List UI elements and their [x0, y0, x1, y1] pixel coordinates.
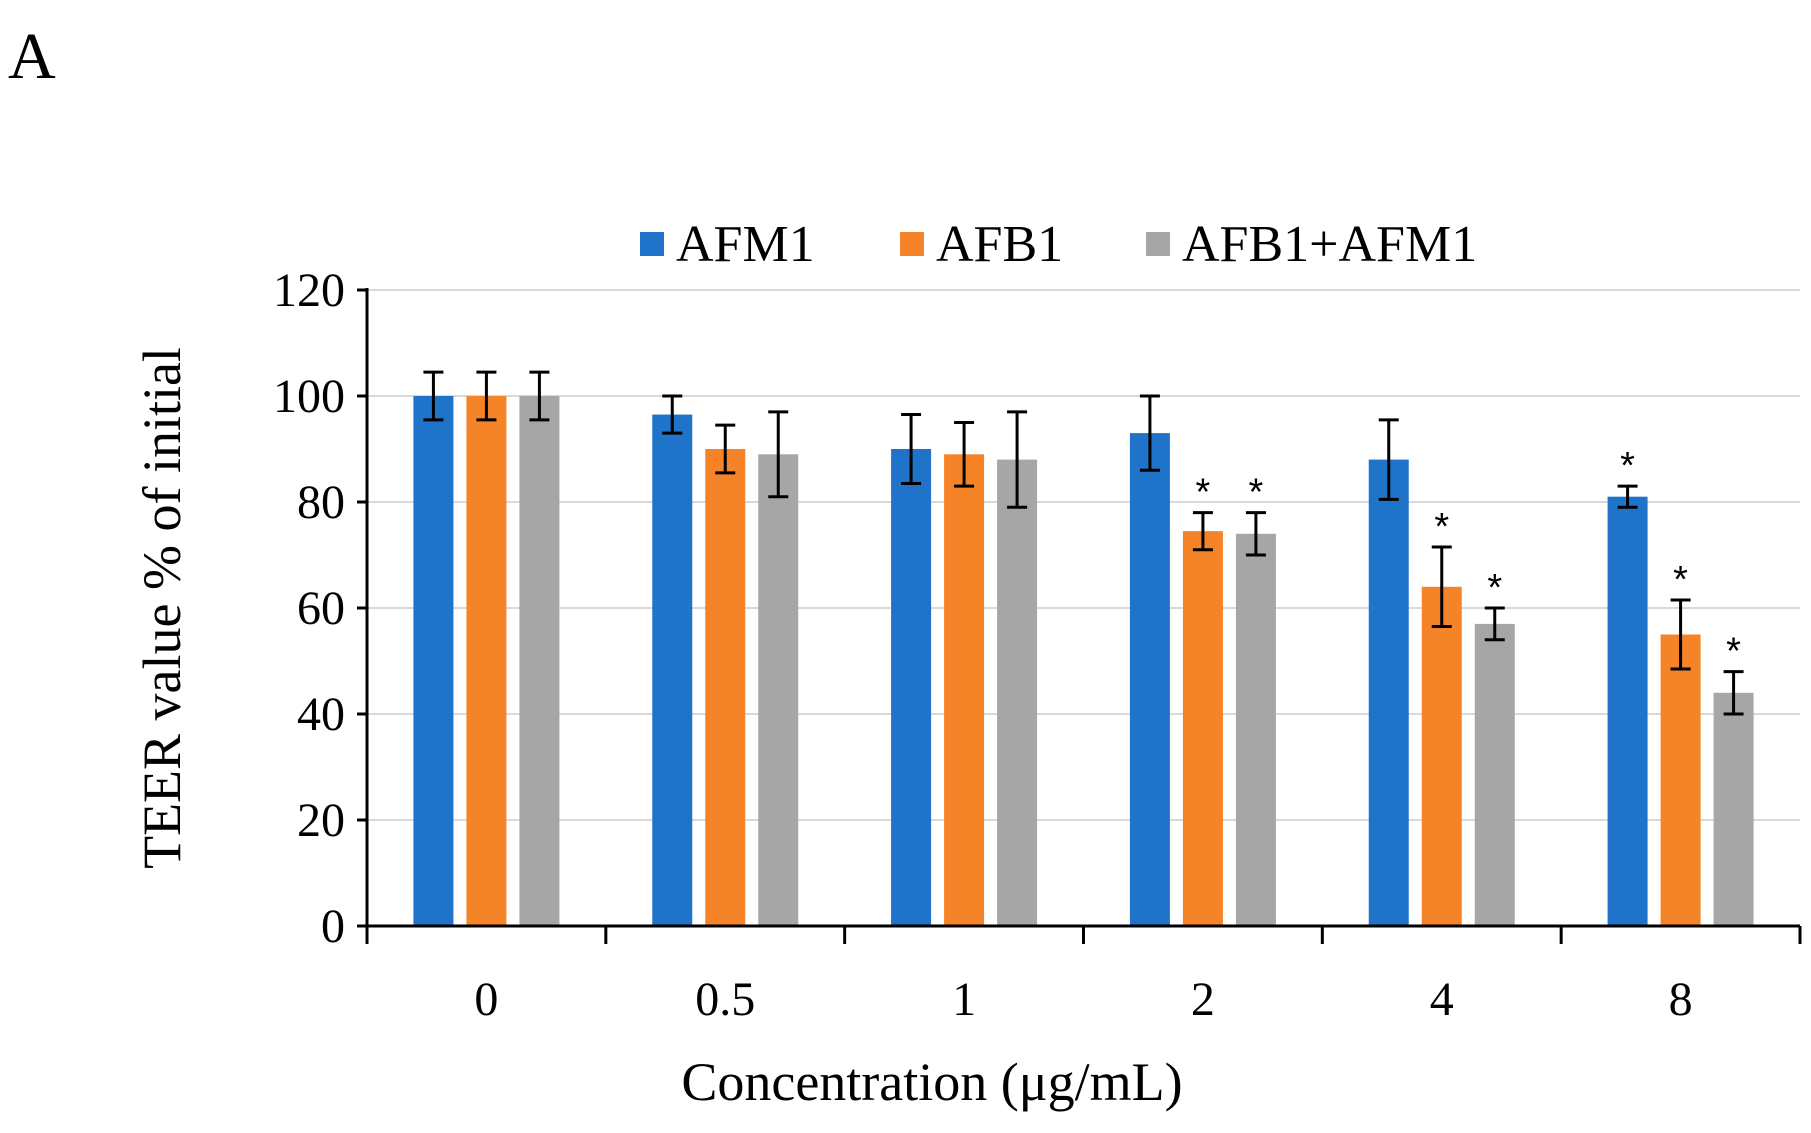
error-bars-layer — [423, 370, 1744, 716]
y-tick-label: 0 — [321, 900, 345, 953]
bar-afb1-afm1 — [997, 459, 1038, 926]
y-tick-label: 120 — [273, 264, 345, 317]
x-tick-label: 4 — [1430, 973, 1454, 1026]
significance-star: * — [1726, 631, 1741, 673]
bar-afm1 — [1368, 459, 1409, 926]
bar-afm1 — [891, 449, 932, 926]
bar-afb1 — [1660, 634, 1701, 926]
bar-afm1 — [1607, 496, 1648, 926]
significance-star: * — [1487, 567, 1502, 609]
legend-swatch — [900, 232, 924, 256]
bar-afb1 — [944, 454, 985, 926]
y-tick-label: 20 — [297, 794, 345, 847]
x-axis-title: Concentration (μg/mL) — [681, 1052, 1182, 1112]
bar-afb1 — [466, 396, 507, 926]
significance-markers: * * * * * * * — [1196, 445, 1742, 672]
panel-label: A — [8, 20, 56, 93]
bar-afb1-afm1 — [519, 396, 560, 926]
bar-afb1-afm1 — [1474, 623, 1515, 926]
bar-afm1 — [652, 414, 693, 926]
significance-star: * — [1196, 472, 1211, 514]
y-tick-label: 40 — [297, 688, 345, 741]
bar-afm1 — [1129, 433, 1170, 926]
bar-afm1 — [413, 396, 454, 926]
y-axis-title: TEER value % of initial — [132, 347, 192, 869]
gridlines — [367, 289, 1800, 821]
y-tick-label: 60 — [297, 582, 345, 635]
significance-star: * — [1249, 472, 1264, 514]
significance-star: * — [1434, 506, 1449, 548]
legend-swatch — [1146, 232, 1170, 256]
significance-star: * — [1673, 559, 1688, 601]
bar-afb1-afm1 — [1235, 533, 1276, 926]
x-tick-label: 2 — [1191, 973, 1215, 1026]
bars-layer — [413, 396, 1754, 926]
legend-swatch — [640, 232, 664, 256]
x-tick-label: 8 — [1669, 973, 1693, 1026]
significance-star: * — [1620, 445, 1635, 487]
y-tick-label: 80 — [297, 476, 345, 529]
bar-afb1 — [1421, 586, 1462, 926]
y-tick-label: 100 — [273, 370, 345, 423]
legend-label: AFM1 — [676, 216, 815, 273]
bar-afb1-afm1 — [758, 454, 799, 926]
legend-label: AFB1+AFM1 — [1182, 216, 1477, 273]
bar-afb1 — [1182, 531, 1223, 926]
x-tick-label: 1 — [952, 973, 976, 1026]
x-tick-label: 0.5 — [695, 973, 755, 1026]
bar-afb1 — [705, 449, 746, 926]
bar-afb1-afm1 — [1713, 692, 1754, 926]
legend: AFM1 AFB1 AFB1+AFM1 — [640, 216, 1477, 273]
axes: 0 20 40 60 80 100 120 0 0.5 1 2 4 8 — [273, 264, 1802, 1026]
legend-label: AFB1 — [936, 216, 1063, 273]
x-tick-label: 0 — [474, 973, 498, 1026]
